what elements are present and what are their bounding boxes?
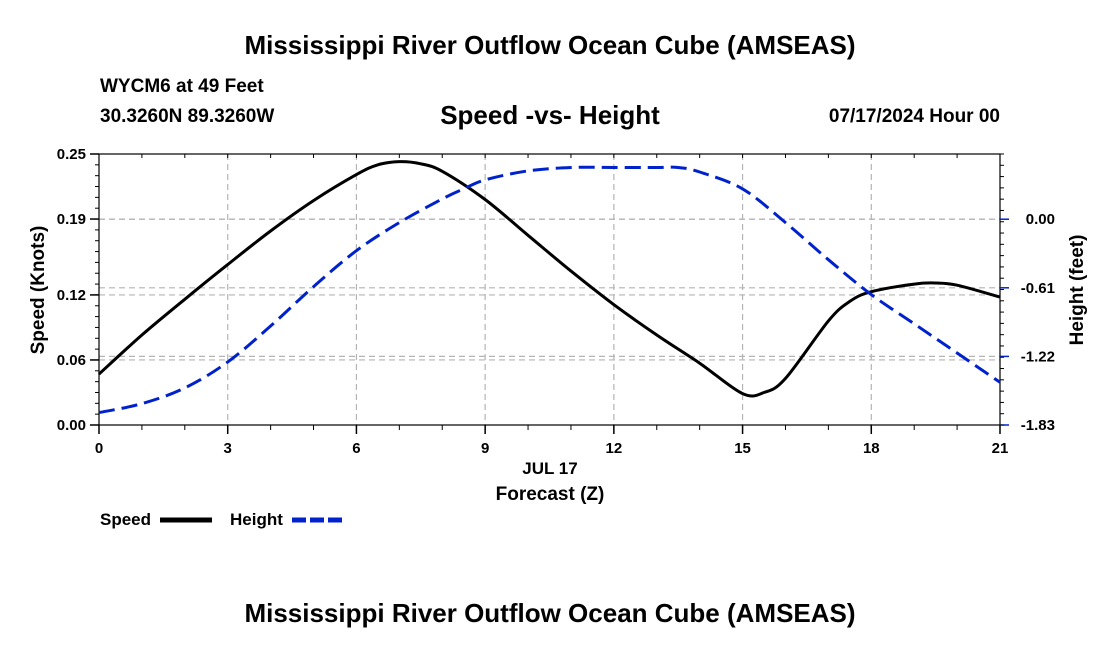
legend: Speed Height [100,510,344,529]
y-right-tick-label: -1.83 [1021,417,1055,434]
main-title-top: Mississippi River Outflow Ocean Cube (AM… [244,30,856,60]
forecast-datetime: 07/17/2024 Hour 00 [828,106,1000,127]
x-tick-label: 6 [352,440,360,457]
x-axis-title: Forecast (Z) [496,484,605,505]
y-left-tick-label: 0.12 [57,287,86,304]
y-axis-right-title: Height (feet) [1067,235,1088,346]
x-tick-label: 15 [734,440,751,457]
chart-subtitle: Speed -vs- Height [440,100,660,130]
series-line-speed [97,160,1001,398]
x-tick-label: 18 [863,440,880,457]
x-tick-label: 0 [95,440,103,457]
coordinates-label: 30.3260N 89.3260W [100,106,275,127]
y-left-tick-label: 0.00 [57,417,86,434]
x-tick-label: 9 [481,440,489,457]
main-title-bottom: Mississippi River Outflow Ocean Cube (AM… [244,598,856,628]
x-tick-label: 3 [224,440,232,457]
y-right-tick-label: 0.00 [1026,211,1055,228]
y-right-tick-label: -1.22 [1021,348,1055,365]
y-left-tick-label: 0.19 [57,211,86,228]
y-left-tick-label: 0.25 [57,146,86,163]
y-right-tick-label: -0.61 [1021,280,1055,297]
legend-label-height: Height [230,510,283,529]
x-tick-label: 21 [992,440,1009,457]
series-layer [97,160,1001,415]
grid-layer [99,154,1000,425]
y-axis-left-title: Speed (Knots) [28,226,49,355]
tick-layer [90,153,1009,434]
y-left-tick-label: 0.06 [57,352,86,369]
series-line-height [98,165,1001,415]
legend-label-speed: Speed [100,510,151,529]
station-label: WYCM6 at 49 Feet [100,76,264,97]
x-tick-label: 12 [606,440,623,457]
x-axis-date-label: JUL 17 [522,459,577,478]
label-layer: 0 3 6 9 12 15 18 21 0.00 0.06 0.12 0.19 0.25 -1.83 -1.… [57,146,1055,457]
